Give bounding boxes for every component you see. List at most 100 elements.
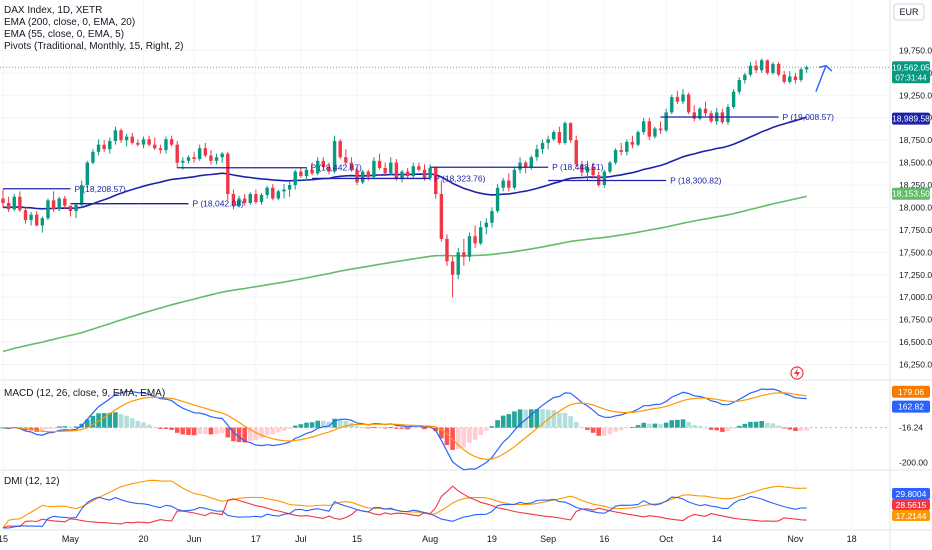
candle-body[interactable] (507, 180, 511, 188)
projection-arrow[interactable] (815, 65, 827, 92)
candle-body[interactable] (220, 153, 224, 158)
candle-body[interactable] (675, 97, 680, 102)
macd-pane[interactable] (0, 388, 890, 471)
candle-body[interactable] (169, 139, 174, 145)
candle-body[interactable] (181, 160, 185, 163)
candle-body[interactable] (411, 166, 415, 177)
candle-body[interactable] (636, 132, 640, 145)
ema55-line[interactable] (2, 116, 807, 210)
candle-body[interactable] (299, 171, 303, 177)
candle-body[interactable] (799, 69, 803, 81)
macd-signal-line[interactable] (2, 392, 807, 461)
candle-body[interactable] (681, 94, 685, 102)
candle-body[interactable] (602, 171, 607, 186)
candle-body[interactable] (231, 194, 236, 206)
price-pane[interactable]: P (18,208.57) P (18,042.08) P (18,442.87) P… (0, 58, 890, 353)
candle-body[interactable] (670, 97, 674, 113)
candle-body[interactable] (804, 67, 809, 70)
candle-body[interactable] (259, 194, 264, 203)
candle-body[interactable] (74, 204, 78, 212)
candle-body[interactable] (332, 141, 337, 172)
candle-body[interactable] (664, 112, 668, 131)
candle-body[interactable] (703, 108, 708, 114)
candle-body[interactable] (265, 187, 269, 195)
candle-body[interactable] (445, 238, 449, 262)
candle-body[interactable] (203, 148, 208, 156)
candle-body[interactable] (771, 63, 775, 73)
candle-body[interactable] (737, 80, 741, 92)
symbol-title[interactable]: DAX Index, 1D, XETR (4, 5, 102, 16)
candle-body[interactable] (186, 157, 191, 161)
candle-body[interactable] (484, 222, 489, 228)
candle-body[interactable] (316, 160, 320, 174)
candle-body[interactable] (136, 142, 140, 145)
candle-body[interactable] (276, 191, 281, 199)
candle-body[interactable] (321, 160, 326, 168)
candle-body[interactable] (248, 194, 252, 203)
candle-body[interactable] (613, 150, 618, 163)
candle-body[interactable] (209, 155, 213, 161)
candle-body[interactable] (405, 171, 410, 177)
candle-body[interactable] (535, 149, 539, 158)
candle-body[interactable] (552, 132, 556, 140)
candle-body[interactable] (383, 168, 387, 174)
candle-body[interactable] (130, 136, 134, 143)
candle-body[interactable] (523, 162, 528, 168)
candle-body[interactable] (79, 185, 84, 205)
candle-body[interactable] (293, 171, 297, 186)
candle-body[interactable] (557, 132, 562, 143)
candle-body[interactable] (518, 162, 522, 170)
candle-body[interactable] (686, 94, 691, 113)
alert-lightning-icon[interactable] (790, 366, 804, 380)
candle-body[interactable] (192, 157, 196, 160)
candle-body[interactable] (327, 167, 331, 172)
time-axis[interactable]: 15 May 20 Jun 17 Jul 15 Aug 19 Sep 16 Oct 14 Nov 18 (0, 534, 857, 544)
dmi-minus-line[interactable] (2, 485, 807, 529)
candle-body[interactable] (495, 187, 500, 212)
candle-body[interactable] (658, 128, 663, 131)
candle-body[interactable] (754, 65, 758, 71)
candle-body[interactable] (372, 160, 376, 177)
candle-body[interactable] (394, 162, 399, 179)
candle-body[interactable] (692, 112, 696, 119)
price-axis[interactable]: 19,750.0019,500.0019,250.0019,000.0018,7… (892, 45, 932, 521)
candle-body[interactable] (776, 63, 781, 75)
candle-body[interactable] (630, 141, 635, 145)
candle-body[interactable] (23, 210, 28, 221)
candle-body[interactable] (731, 91, 736, 107)
candle-body[interactable] (237, 198, 241, 206)
candle-body[interactable] (389, 162, 393, 174)
candle-body[interactable] (63, 198, 67, 206)
candle-body[interactable] (608, 162, 612, 172)
indicator-ema55-label[interactable]: EMA (55, close, 0, EMA, 5) (4, 29, 124, 40)
candle-body[interactable] (96, 144, 101, 152)
candle-body[interactable] (563, 123, 567, 143)
candle-body[interactable] (760, 60, 764, 71)
candle-body[interactable] (377, 160, 382, 168)
candle-body[interactable] (782, 74, 786, 82)
candle-body[interactable] (6, 203, 11, 210)
candle-body[interactable] (653, 128, 657, 137)
candle-body[interactable] (271, 187, 275, 199)
candle-body[interactable] (124, 136, 129, 141)
candle-body[interactable] (242, 198, 247, 203)
candle-body[interactable] (726, 106, 730, 123)
candle-body[interactable] (57, 198, 61, 210)
candle-body[interactable] (619, 150, 623, 152)
candle-body[interactable] (46, 200, 50, 219)
candle-body[interactable] (422, 169, 427, 178)
candle-body[interactable] (102, 144, 106, 150)
candle-body[interactable] (574, 140, 578, 165)
candle-body[interactable] (585, 167, 590, 173)
candle-body[interactable] (153, 144, 157, 149)
candle-body[interactable] (748, 65, 753, 75)
candle-body[interactable] (434, 168, 438, 195)
candle-body[interactable] (119, 130, 123, 141)
candle-body[interactable] (287, 185, 292, 190)
macd-line[interactable] (2, 388, 807, 471)
candle-body[interactable] (164, 139, 168, 151)
candle-body[interactable] (175, 144, 179, 163)
candle-body[interactable] (417, 166, 421, 170)
candle-body[interactable] (580, 164, 584, 173)
candle-body[interactable] (158, 148, 163, 151)
